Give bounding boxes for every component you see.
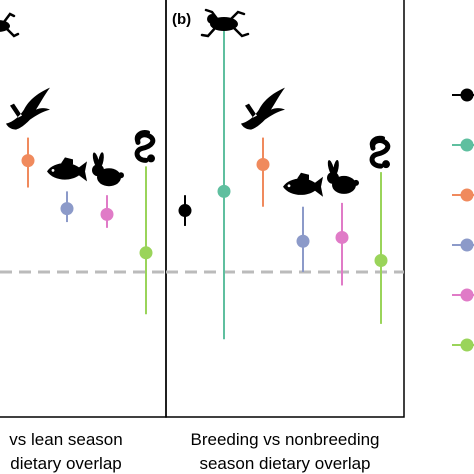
panel-a-point-orange	[21, 154, 35, 168]
legend-dot-blue	[460, 238, 474, 252]
panel-b-point-teal	[217, 184, 231, 198]
panel-b-point-blue	[296, 234, 310, 248]
legend-dot-orange	[460, 188, 474, 202]
legend-dot-pink	[460, 288, 474, 302]
panel-a-xlabel-line2: dietary overlap	[10, 454, 122, 473]
eagle-icon	[6, 87, 50, 130]
panel-a-point-green	[139, 246, 153, 260]
panel-b-marks	[178, 30, 388, 340]
panel-b-point-orange	[256, 157, 270, 171]
panel-b-xlabel-line2: season dietary overlap	[199, 454, 370, 473]
fish-icon	[47, 157, 87, 182]
snake-icon	[369, 135, 391, 169]
legend	[452, 88, 474, 352]
rabbit-icon	[327, 159, 359, 194]
legend-dot-teal	[460, 138, 474, 152]
legend-dot-black	[460, 88, 474, 102]
panel-b-tag: (b)	[172, 11, 191, 28]
legend-dot-green	[460, 338, 474, 352]
panel-a-xlabel-line1: vs lean season	[9, 430, 122, 449]
panel-b-point-pink	[335, 230, 349, 244]
panel-a-marks	[21, 137, 153, 315]
panel-a-point-pink	[100, 207, 114, 221]
panel-b-point-black	[178, 204, 192, 218]
frog-icon	[200, 8, 250, 38]
panel-b-xlabel-line1: Breeding vs nonbreeding	[190, 430, 379, 449]
panel-b-point-green	[374, 253, 388, 267]
fish-icon	[283, 172, 323, 197]
eagle-icon	[241, 87, 285, 130]
panel-b-frame	[165, 0, 405, 418]
panel-a-point-blue	[60, 202, 74, 216]
frog-icon	[0, 12, 20, 38]
panel-a-frame	[0, 0, 167, 418]
snake-icon	[134, 130, 156, 163]
icons-layer	[0, 8, 391, 197]
rabbit-icon	[92, 152, 124, 187]
